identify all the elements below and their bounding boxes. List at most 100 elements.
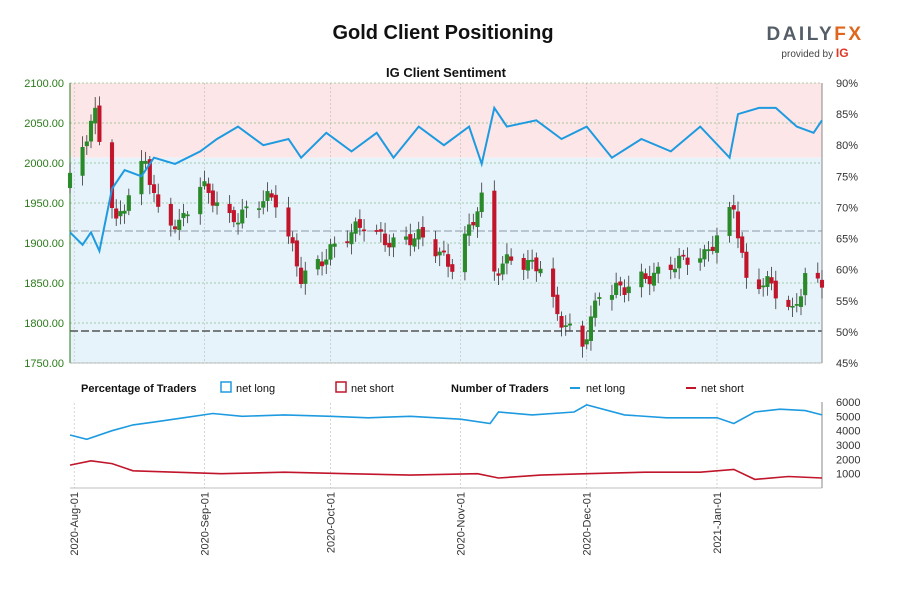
candle-body (496, 273, 501, 276)
candle-body (744, 251, 749, 278)
logo-provided-by: provided by IG (781, 46, 849, 60)
candle-body (244, 206, 249, 209)
candle-body (643, 273, 648, 279)
percent-tick-label: 90% (836, 78, 858, 90)
candle-body (727, 206, 732, 236)
percent-tick-label: 60% (836, 265, 858, 277)
candle-body (391, 237, 396, 248)
legend-num-net-long-label: net long (586, 383, 625, 395)
candle-body (206, 183, 211, 193)
candle-body (231, 210, 236, 223)
candle-body (714, 235, 720, 253)
candle-body (559, 316, 564, 328)
candle-body (500, 263, 505, 275)
percent-tick-label: 65% (836, 234, 858, 246)
candle-body (374, 230, 379, 232)
legend-num-title: Number of Traders (451, 383, 549, 395)
candle-body (235, 222, 241, 225)
legend-net-short-box (335, 381, 347, 393)
candle-body (794, 304, 799, 306)
traders-tick-label: 6000 (836, 397, 860, 409)
candle-body (677, 255, 682, 269)
candle-body (609, 295, 614, 300)
candle-body (320, 261, 325, 267)
candle-body (555, 294, 560, 315)
candle-body (416, 229, 421, 240)
candle-body (269, 193, 274, 198)
candle-body (227, 203, 232, 214)
percent-tick-label: 85% (836, 109, 858, 121)
candle-body (467, 224, 472, 236)
candle-body (80, 147, 85, 176)
candle-body (185, 214, 190, 217)
chart-title: Gold Client Positioning (332, 22, 554, 44)
candle-body (412, 238, 417, 247)
candle-body (584, 339, 589, 345)
candle-body (114, 208, 119, 219)
candle-body (67, 172, 73, 189)
price-tick-label: 1750.00 (24, 358, 64, 370)
bullish-zone (70, 157, 822, 363)
price-tick-label: 1800.00 (24, 318, 64, 330)
candle-body (618, 281, 623, 286)
candle-body (475, 211, 480, 227)
candle-body (332, 243, 337, 247)
candle-body (362, 229, 367, 232)
candle-body (803, 273, 808, 296)
candle-body (622, 287, 627, 295)
percent-tick-label: 55% (836, 296, 858, 308)
percent-tick-label: 75% (836, 171, 858, 183)
candle-body (97, 105, 102, 142)
candle-body (202, 181, 207, 187)
legend-net-long-box (220, 381, 232, 393)
bearish-zone (70, 83, 822, 158)
candle-body (315, 259, 320, 270)
candle-body (815, 272, 820, 279)
candle-body (521, 258, 526, 270)
candle-body (668, 264, 673, 270)
candle-body (765, 276, 770, 287)
logo-wordmark: DAILYFX (766, 24, 864, 45)
candle-body (790, 305, 795, 308)
candle-body (530, 259, 535, 262)
candle-body (294, 240, 299, 267)
candle-body (672, 268, 678, 273)
candle-body (151, 184, 157, 193)
dailyfx-logo: DAILYFX provided by IG (760, 24, 870, 60)
candle-body (740, 236, 745, 253)
candle-body (93, 107, 98, 124)
candle-body (441, 250, 446, 253)
candle-body (353, 221, 358, 234)
candle-body (786, 299, 791, 307)
candle-body (433, 239, 438, 257)
candle-body (626, 286, 631, 294)
candle-body (614, 282, 619, 295)
traders-net-long-line (69, 404, 823, 441)
price-tick-label: 1900.00 (24, 238, 64, 250)
candle-body (698, 258, 703, 263)
candle-body (504, 254, 509, 264)
candle-body (706, 249, 711, 252)
candle-body (819, 279, 825, 288)
candle-body (538, 268, 543, 274)
candle-body (656, 266, 661, 274)
candle-body (273, 194, 278, 208)
candle-body (261, 201, 266, 208)
x-tick-label: 2020-Oct-01 (325, 492, 337, 553)
x-tick-label: 2020-Dec-01 (582, 492, 594, 556)
price-tick-label: 2000.00 (24, 158, 64, 170)
candle-body (143, 160, 148, 164)
candle-body (345, 241, 350, 244)
candle-body (177, 219, 182, 230)
candle-body (126, 195, 131, 211)
candle-body (257, 208, 262, 210)
candle-body (639, 271, 644, 288)
candle-body (122, 210, 127, 214)
candle-body (84, 141, 89, 147)
price-tick-label: 2050.00 (24, 118, 64, 130)
candle-body (681, 254, 686, 257)
percent-tick-label: 70% (836, 202, 858, 214)
candle-body (563, 325, 568, 328)
